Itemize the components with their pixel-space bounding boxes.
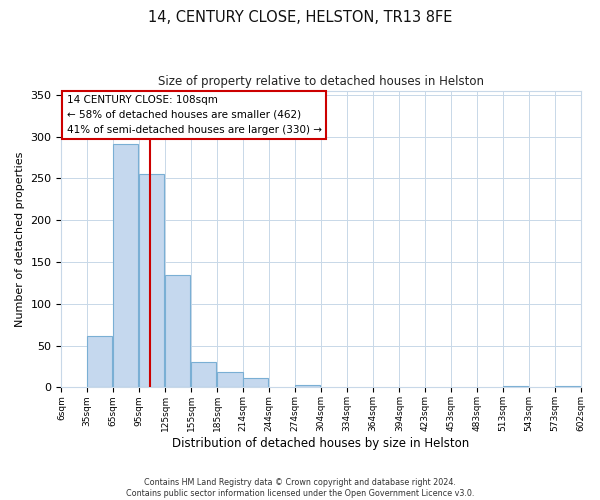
Title: Size of property relative to detached houses in Helston: Size of property relative to detached ho… [158,75,484,88]
Bar [242,378,268,388]
Bar [503,386,528,388]
Bar [139,174,164,388]
Bar [217,372,242,388]
Bar [555,386,580,388]
Bar [113,144,138,388]
Bar [86,336,112,388]
Bar [295,385,320,388]
Text: 14, CENTURY CLOSE, HELSTON, TR13 8FE: 14, CENTURY CLOSE, HELSTON, TR13 8FE [148,10,452,25]
Bar [191,362,217,388]
X-axis label: Distribution of detached houses by size in Helston: Distribution of detached houses by size … [172,437,470,450]
Text: 14 CENTURY CLOSE: 108sqm
← 58% of detached houses are smaller (462)
41% of semi-: 14 CENTURY CLOSE: 108sqm ← 58% of detach… [67,95,322,134]
Text: Contains HM Land Registry data © Crown copyright and database right 2024.
Contai: Contains HM Land Registry data © Crown c… [126,478,474,498]
Bar [165,274,190,388]
Y-axis label: Number of detached properties: Number of detached properties [15,152,25,326]
